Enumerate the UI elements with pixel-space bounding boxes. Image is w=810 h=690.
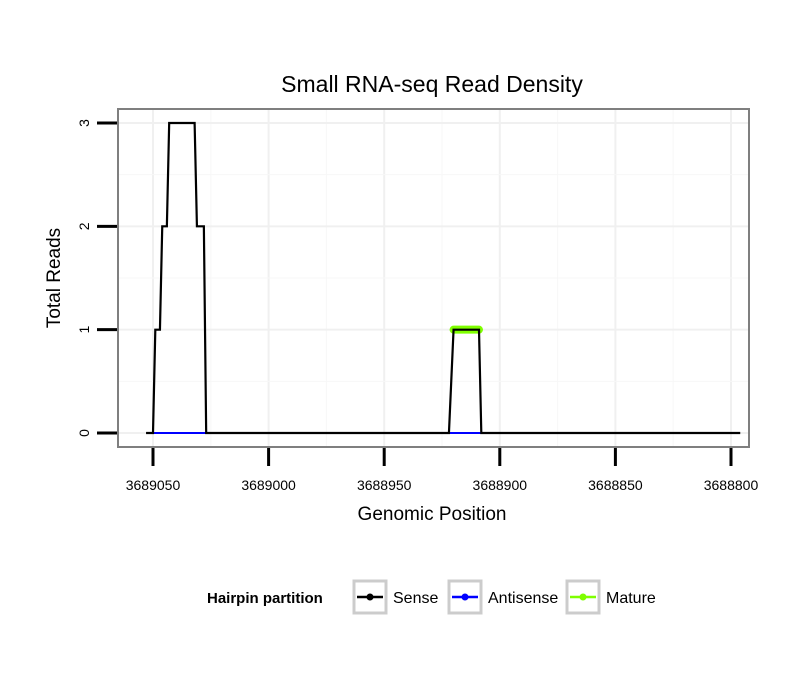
y-tick-label: 0: [76, 429, 92, 437]
x-tick-label: 3688800: [704, 477, 759, 493]
legend-item-mature: Mature: [565, 579, 656, 615]
x-tick-label: 3688950: [357, 477, 412, 493]
y-tick-label: 3: [76, 119, 92, 127]
grid-lines: [118, 109, 749, 447]
legend-title: Hairpin partition: [207, 590, 323, 607]
x-axis-title: Genomic Position: [358, 504, 507, 525]
x-axis: 3689050 3689000 3688950 3688900 3688850 36888…: [126, 448, 759, 493]
legend: Hairpin partition Sense Antisense Mature: [207, 579, 656, 615]
legend-item-sense: Sense: [352, 579, 438, 615]
y-axis-title: Total Reads: [44, 228, 65, 328]
series-layer: [146, 121, 741, 435]
y-tick-label: 1: [76, 326, 92, 334]
x-tick-label: 3689000: [241, 477, 296, 493]
x-tick-label: 3688900: [473, 477, 528, 493]
y-axis: 0 1 2 3: [76, 119, 117, 437]
legend-item-antisense: Antisense: [447, 579, 558, 615]
y-tick-label: 2: [76, 222, 92, 230]
legend-swatch-dot-antisense: [461, 593, 469, 601]
legend-swatch-dot-sense: [366, 593, 374, 601]
legend-swatch-dot-mature: [579, 593, 587, 601]
legend-label-sense: Sense: [393, 590, 438, 607]
legend-label-antisense: Antisense: [488, 590, 558, 607]
series-line-sense: [146, 121, 741, 435]
legend-label-mature: Mature: [606, 590, 656, 607]
x-tick-label: 3688850: [588, 477, 643, 493]
plot-border: [117, 108, 750, 448]
chart-title: Small RNA-seq Read Density: [281, 71, 583, 97]
x-tick-label: 3689050: [126, 477, 181, 493]
